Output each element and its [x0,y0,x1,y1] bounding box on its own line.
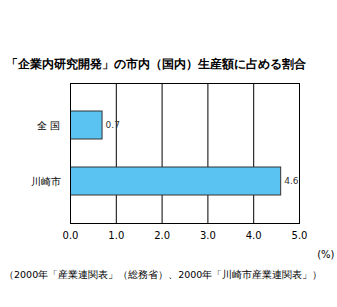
svg-text:全 国: 全 国 [37,120,60,131]
svg-text:2.0: 2.0 [154,230,170,241]
svg-text:5.0: 5.0 [292,230,308,241]
html-text:（2000年「産業連関表」（総務省）、2000年「川崎市産業: （2000年「産業連関表」（総務省）、2000年「川崎市産業連関表」） [4,269,323,280]
svg-text:4.6: 4.6 [284,176,299,186]
svg-text:3.0: 3.0 [200,230,216,241]
svg-text:0.7: 0.7 [106,120,120,130]
html-text:「企業内研究開発」の市内（国内）生産額に占める割合: 「企業内研究開発」の市内（国内）生産額に占める割合 [6,57,306,71]
svg-text:4.0: 4.0 [246,230,262,241]
svg-text:0.0: 0.0 [63,230,79,241]
svg-text:川崎市: 川崎市 [31,176,61,187]
svg-text:1.0: 1.0 [108,230,124,241]
svg-text:(%): (%) [317,249,334,260]
